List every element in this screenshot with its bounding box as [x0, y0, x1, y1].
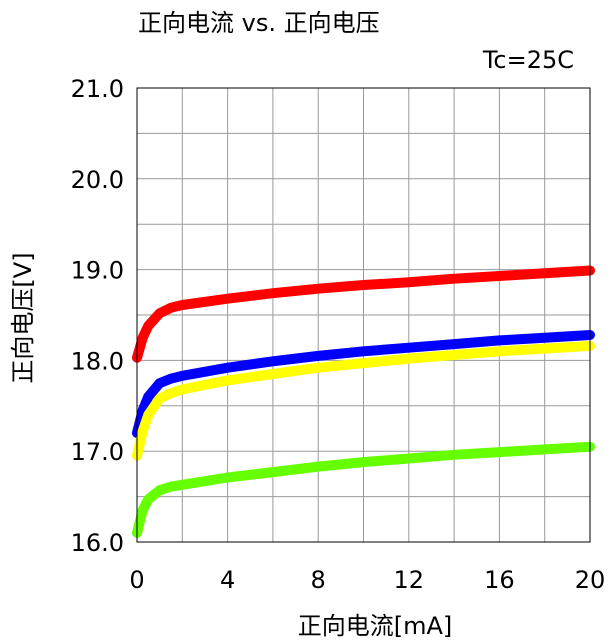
y-tick-label: 17.0	[71, 438, 124, 466]
y-tick-labels: 16.0 17.0 18.0 19.0 20.0 21.0	[71, 75, 124, 557]
y-axis-label: 正向电压[V]	[9, 252, 37, 383]
series-line-4	[132, 441, 595, 538]
series-line-2	[132, 330, 595, 438]
x-tick-label: 4	[220, 566, 235, 594]
x-tick-label: 12	[394, 566, 425, 594]
x-tick-label: 8	[311, 566, 326, 594]
y-tick-label: 21.0	[71, 75, 124, 103]
series-line-3	[132, 340, 595, 461]
series-lines	[132, 265, 595, 538]
x-tick-label: 20	[575, 566, 606, 594]
x-tick-labels: 0 4 8 12 16 20	[129, 566, 605, 594]
series-line-1	[132, 265, 595, 363]
y-tick-label: 20.0	[71, 166, 124, 194]
x-tick-label: 0	[129, 566, 144, 594]
test-condition-label: Tc=25C	[482, 46, 574, 74]
x-tick-label: 16	[484, 566, 515, 594]
chart-title: 正向电流 vs. 正向电压	[138, 9, 380, 37]
y-tick-label: 16.0	[71, 529, 124, 557]
x-axis-label: 正向电流[mA]	[298, 612, 453, 640]
y-tick-label: 19.0	[71, 257, 124, 285]
grid-lines	[137, 88, 590, 542]
plot-frame	[136, 87, 591, 543]
y-tick-label: 18.0	[71, 347, 124, 375]
